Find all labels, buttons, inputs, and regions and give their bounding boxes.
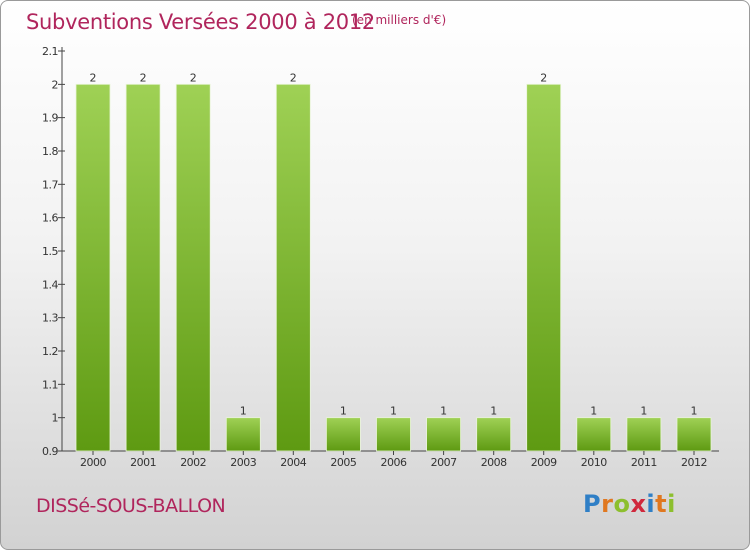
x-tick-label-2007: 2007 xyxy=(431,456,457,469)
y-tick-label: 1.9 xyxy=(42,112,58,125)
y-tick-label: 1.1 xyxy=(42,378,58,391)
bar-2012 xyxy=(676,417,712,452)
data-label-2006: 1 xyxy=(390,405,397,418)
proxiti-logo: Proxiti xyxy=(583,490,676,518)
data-label-2010: 1 xyxy=(590,405,597,418)
y-tick-label: 1.2 xyxy=(42,345,58,358)
bar-2006 xyxy=(376,417,411,452)
logo-letter: i xyxy=(667,490,676,518)
bar-2002 xyxy=(175,83,211,452)
y-tick-label: 1.8 xyxy=(42,145,58,158)
x-tick-label-2004: 2004 xyxy=(280,456,306,469)
x-tick-label-2000: 2000 xyxy=(80,456,106,469)
y-tick-label: 1.3 xyxy=(42,312,58,325)
bar-2005 xyxy=(325,417,361,452)
y-tick-label: 2.1 xyxy=(42,45,58,58)
x-tick-label-2001: 2001 xyxy=(130,456,156,469)
bar-2011 xyxy=(626,417,662,452)
x-tick-label-2012: 2012 xyxy=(681,456,707,469)
data-label-2004: 2 xyxy=(290,71,297,84)
data-label-2009: 2 xyxy=(540,71,547,84)
logo-letter: r xyxy=(601,490,614,518)
logo-letter: o xyxy=(613,490,631,518)
bar-2007 xyxy=(426,417,462,452)
x-tick-label-2003: 2003 xyxy=(230,456,256,469)
y-tick-label: 1.4 xyxy=(42,278,58,291)
x-tick-label-2005: 2005 xyxy=(330,456,356,469)
data-label-2007: 1 xyxy=(440,405,447,418)
bar-2003 xyxy=(225,417,261,452)
y-tick-label: 1.6 xyxy=(42,212,58,225)
x-tick-label-2006: 2006 xyxy=(381,456,407,469)
y-tick-label: 1.7 xyxy=(42,178,58,191)
bar-2000 xyxy=(75,83,111,452)
bar-2009 xyxy=(526,83,562,452)
bar-2004 xyxy=(275,83,311,452)
data-label-2001: 2 xyxy=(140,71,147,84)
x-tick-label-2010: 2010 xyxy=(581,456,607,469)
unit-note: (en milliers d'€) xyxy=(352,13,447,27)
data-label-2008: 1 xyxy=(490,405,497,418)
data-label-2005: 1 xyxy=(340,405,347,418)
y-tick-label: 0.9 xyxy=(42,445,58,458)
bar-2001 xyxy=(125,83,161,452)
logo-letter: P xyxy=(583,490,602,518)
y-tick-label: 1 xyxy=(52,412,59,425)
logo-letter: x xyxy=(630,490,647,518)
data-label-2002: 2 xyxy=(190,71,197,84)
logo-letter: i xyxy=(646,490,656,518)
chart-title: Subventions Versées 2000 à 2012 xyxy=(26,10,375,34)
y-tick-label: 1.5 xyxy=(42,245,58,258)
data-label-2012: 1 xyxy=(691,405,698,418)
x-tick-label-2011: 2011 xyxy=(631,456,657,469)
x-tick-label-2008: 2008 xyxy=(481,456,507,469)
y-tick-label: 2 xyxy=(52,78,59,91)
x-tick-label-2002: 2002 xyxy=(180,456,206,469)
commune-name: DISSé-SOUS-BALLON xyxy=(36,495,226,517)
bar-2008 xyxy=(476,417,512,452)
bar-2010 xyxy=(576,417,612,452)
data-label-2003: 1 xyxy=(240,405,247,418)
data-label-2011: 1 xyxy=(640,405,647,418)
data-label-2000: 2 xyxy=(90,71,97,84)
logo-letter: t xyxy=(655,490,668,518)
x-tick-label-2009: 2009 xyxy=(531,456,557,469)
